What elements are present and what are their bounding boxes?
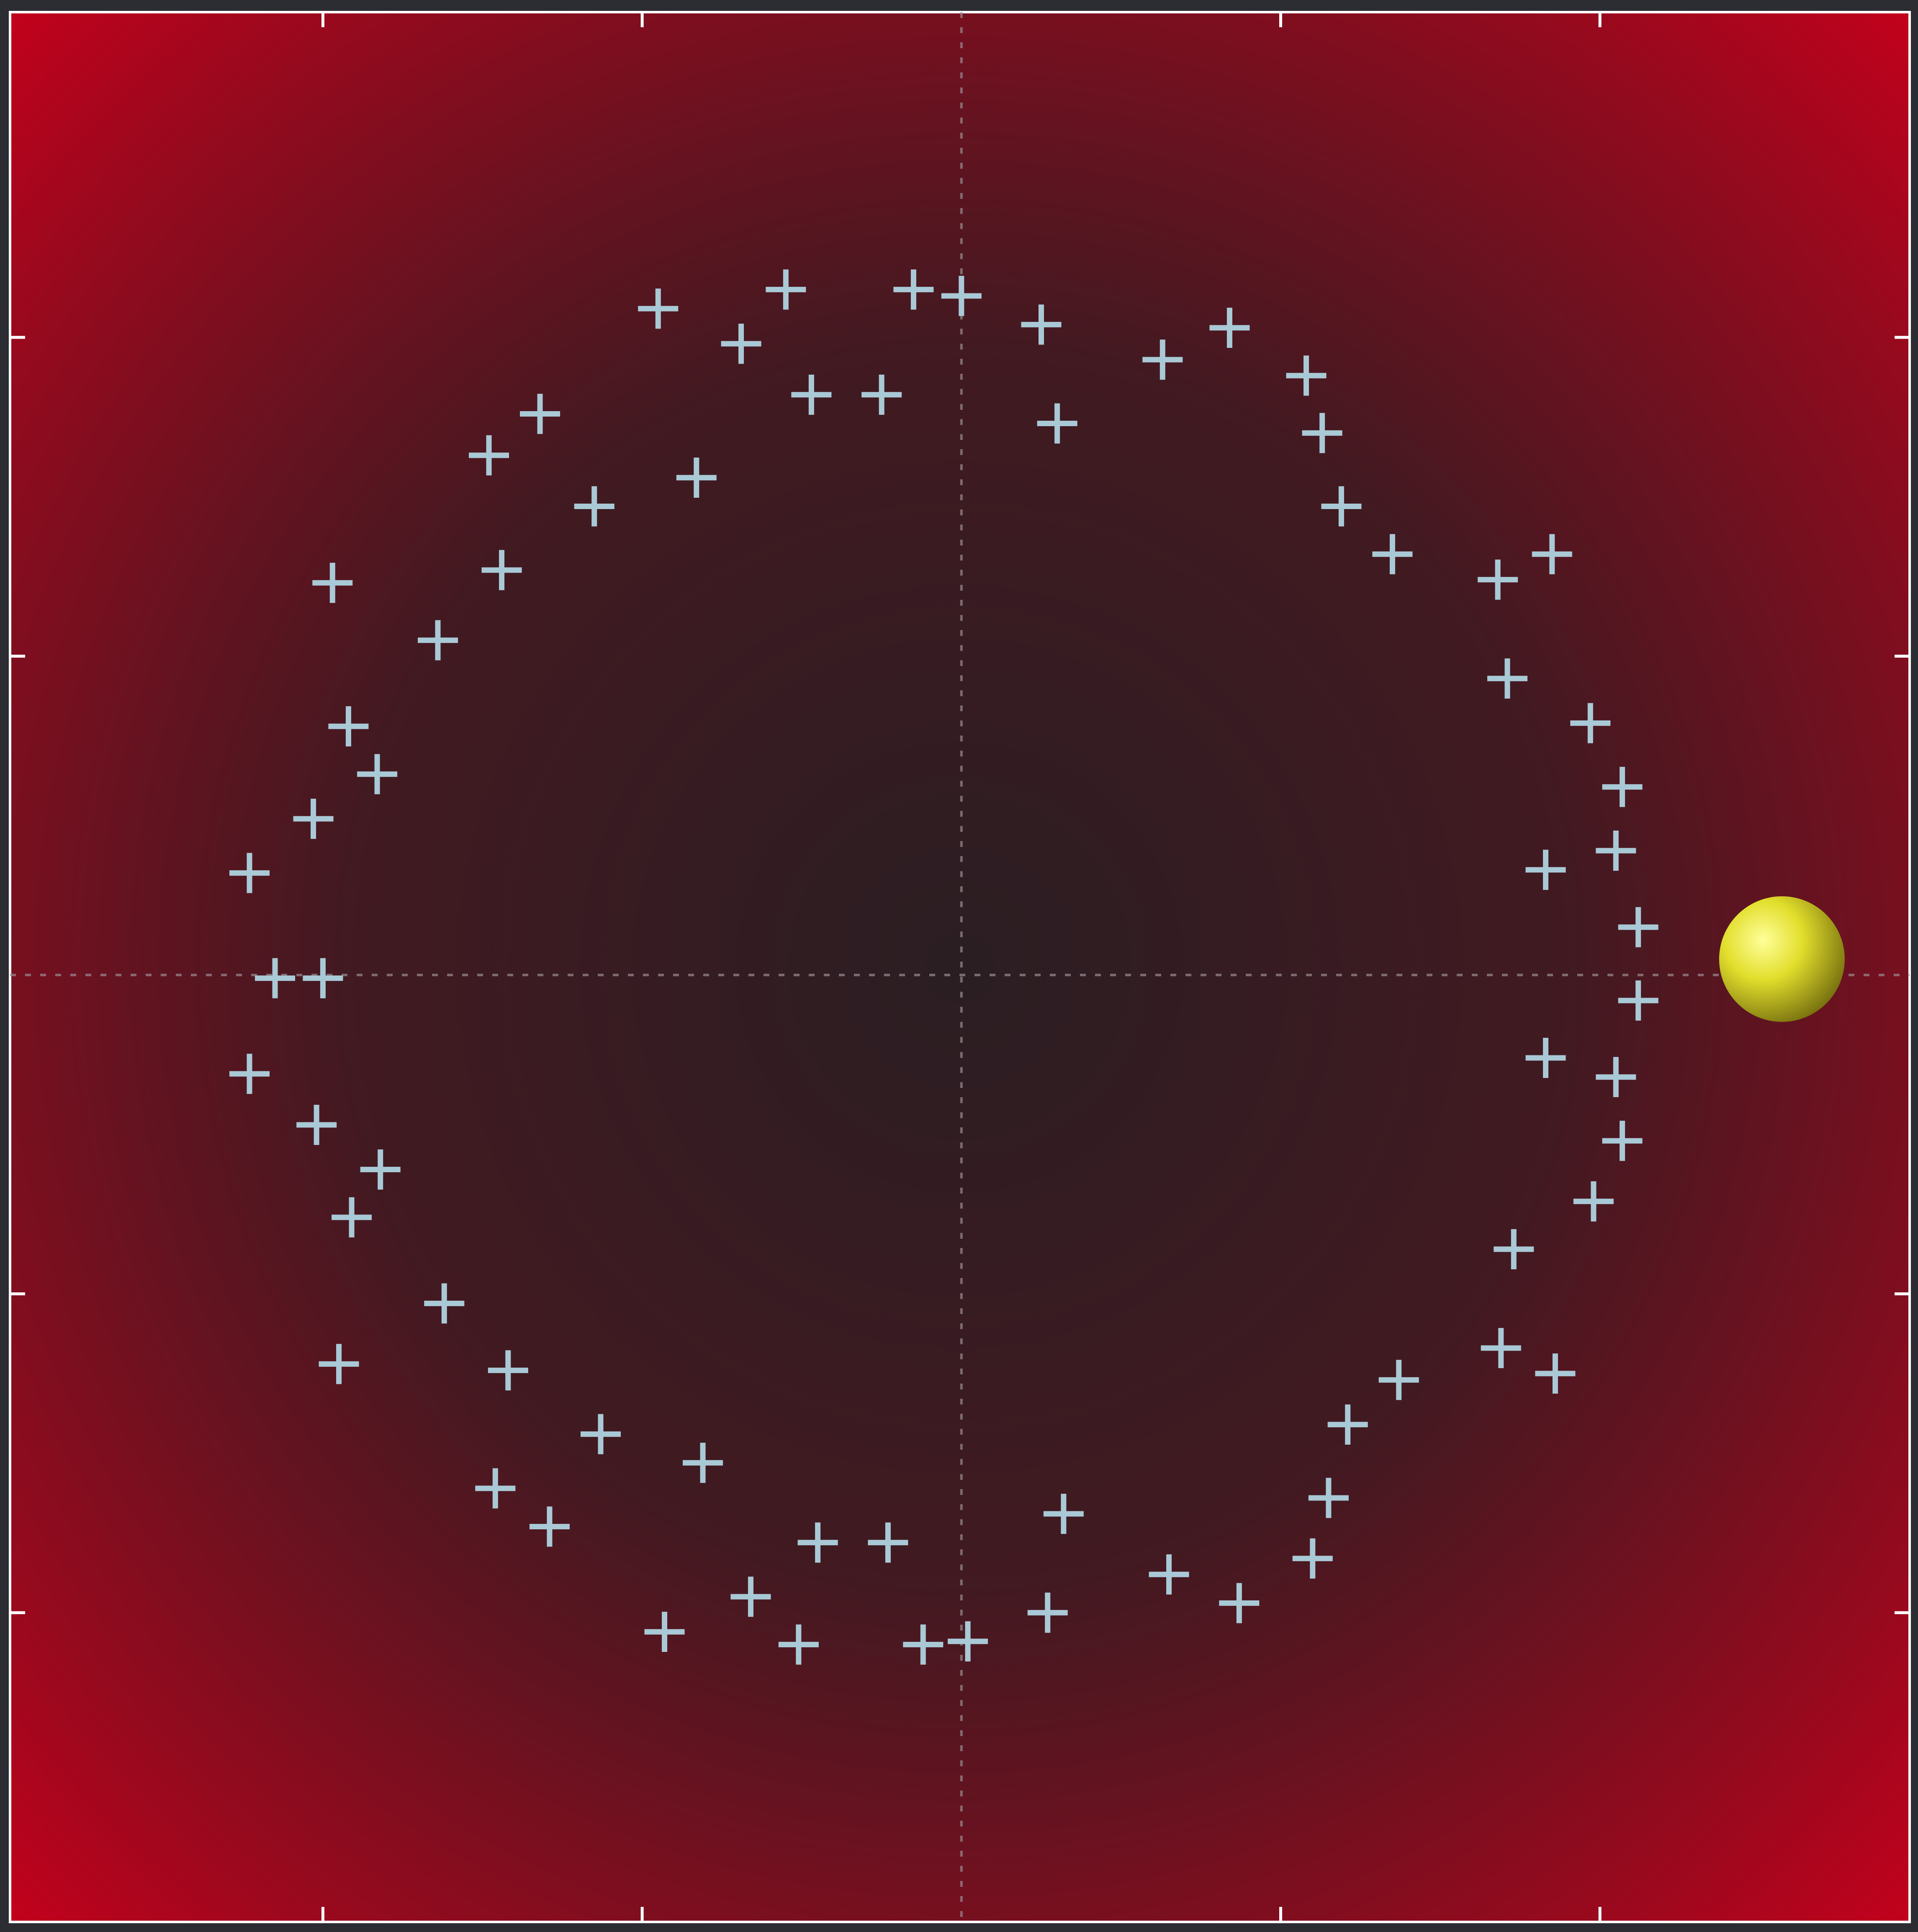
cross-marker	[1308, 1478, 1349, 1518]
cross-marker	[1525, 849, 1566, 890]
cross-marker	[1209, 307, 1250, 348]
cross-marker	[481, 550, 522, 590]
cross-marker	[475, 1468, 516, 1509]
cross-marker	[328, 706, 369, 746]
cross-marker	[721, 324, 761, 364]
cross-marker	[360, 1149, 401, 1190]
cross-marker	[778, 1624, 819, 1665]
cross-marker	[319, 1344, 359, 1384]
cross-marker	[293, 798, 334, 839]
cross-marker	[868, 1522, 908, 1563]
cross-marker	[1021, 304, 1062, 345]
cross-marker	[1573, 1181, 1614, 1222]
yellow-sphere	[1719, 896, 1845, 1022]
cross-marker	[1372, 534, 1413, 574]
cross-marker	[1481, 1328, 1521, 1369]
cross-marker	[229, 1054, 270, 1094]
cross-marker	[255, 958, 296, 998]
plot-shading	[10, 12, 1910, 1922]
cross-marker	[1302, 413, 1342, 453]
cross-marker	[1596, 831, 1636, 871]
cross-marker	[730, 1577, 771, 1617]
cross-marker	[1602, 767, 1643, 807]
cross-marker	[948, 1621, 988, 1662]
cross-marker	[488, 1350, 528, 1391]
cross-marker	[357, 754, 398, 795]
cross-marker	[1618, 907, 1658, 947]
plot-frame	[9, 11, 1911, 1923]
cross-marker	[1596, 1057, 1636, 1097]
cross-marker	[766, 269, 806, 310]
cross-marker	[683, 1443, 723, 1483]
cross-marker	[861, 374, 902, 415]
cross-marker	[1292, 1538, 1333, 1579]
cross-marker	[1570, 703, 1611, 743]
cross-marker	[903, 1624, 944, 1665]
cross-marker	[1027, 1592, 1068, 1633]
cross-marker	[1378, 1360, 1419, 1400]
cross-marker	[1602, 1121, 1643, 1161]
cross-marker	[1494, 1229, 1534, 1270]
cross-marker	[638, 288, 679, 329]
cross-marker	[229, 853, 270, 893]
cross-marker	[1525, 1038, 1566, 1078]
cross-marker	[1037, 403, 1077, 444]
cross-marker	[424, 1283, 465, 1324]
cross-marker	[797, 1522, 838, 1563]
cross-marker	[296, 1104, 337, 1145]
cross-marker	[469, 435, 509, 476]
cross-marker	[1219, 1583, 1260, 1623]
cross-marker	[332, 1197, 372, 1237]
cross-marker	[312, 563, 353, 603]
cross-marker	[418, 620, 458, 661]
cross-marker	[676, 457, 717, 498]
cross-marker	[644, 1611, 685, 1652]
cross-marker	[893, 269, 934, 310]
cross-marker	[1618, 980, 1658, 1021]
cross-marker	[1142, 340, 1183, 380]
cross-marker	[1535, 1353, 1576, 1394]
cross-marker	[574, 486, 614, 527]
cross-marker	[791, 374, 832, 415]
cross-marker	[1487, 658, 1528, 699]
cross-marker	[1149, 1554, 1189, 1595]
cross-marker	[1321, 486, 1362, 527]
cross-marker	[1327, 1404, 1368, 1445]
cross-marker	[520, 394, 560, 434]
cross-marker	[1286, 355, 1327, 396]
cross-marker	[1043, 1494, 1084, 1534]
cross-marker	[529, 1506, 570, 1547]
cross-marker	[1532, 534, 1572, 574]
cross-marker	[941, 275, 982, 316]
cross-marker	[580, 1414, 621, 1454]
cross-marker	[1478, 559, 1518, 600]
cross-marker	[303, 958, 343, 998]
